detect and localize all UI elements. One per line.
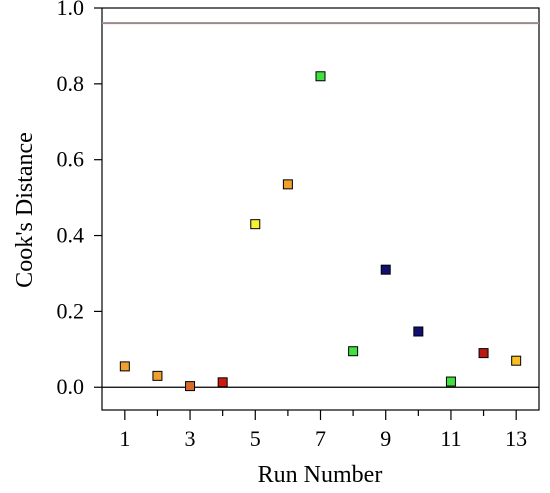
y-axis: 0.0 0.2 0.4 0.6 0.8 1.0: [57, 0, 102, 399]
x-axis-title: Run Number: [258, 462, 383, 488]
y-tick-label: 0.2: [57, 298, 85, 323]
data-point-run-2: [152, 370, 163, 381]
x-tick-label: 3: [185, 426, 196, 451]
x-tick-label: 7: [315, 426, 326, 451]
x-tick-label: 13: [505, 426, 527, 451]
data-point-run-8: [348, 346, 359, 357]
data-point-run-10: [413, 326, 424, 337]
data-point-run-11: [445, 376, 456, 387]
plot-frame: [101, 7, 540, 411]
data-point-run-6: [282, 179, 293, 190]
y-tick-label: 1.0: [57, 0, 85, 20]
y-axis-title: Cook's Distance: [12, 132, 38, 288]
data-points: [119, 71, 522, 392]
x-tick-label: 1: [119, 426, 130, 451]
y-tick-label: 0.4: [57, 223, 85, 248]
x-axis: 1 3 5 7 9 11 13: [119, 410, 527, 451]
data-point-run-9: [380, 264, 391, 275]
data-point-run-12: [478, 348, 489, 359]
y-tick-label: 0.0: [57, 374, 85, 399]
data-point-run-3: [185, 381, 196, 392]
x-tick-label: 11: [440, 426, 461, 451]
data-point-run-5: [250, 219, 261, 230]
y-tick-label: 0.8: [57, 71, 85, 96]
x-tick-label: 5: [250, 426, 261, 451]
data-point-run-4: [217, 377, 228, 388]
data-point-run-13: [511, 355, 522, 366]
data-point-run-7: [315, 71, 326, 82]
y-tick-label: 0.6: [57, 147, 85, 172]
data-point-run-1: [119, 361, 130, 372]
x-tick-label: 9: [380, 426, 391, 451]
reference-lines: [102, 22, 539, 388]
